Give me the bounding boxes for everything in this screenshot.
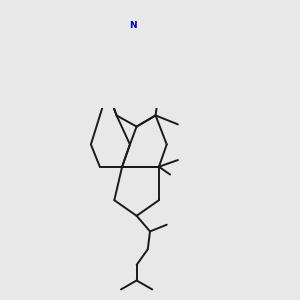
Text: N: N [129,21,137,30]
